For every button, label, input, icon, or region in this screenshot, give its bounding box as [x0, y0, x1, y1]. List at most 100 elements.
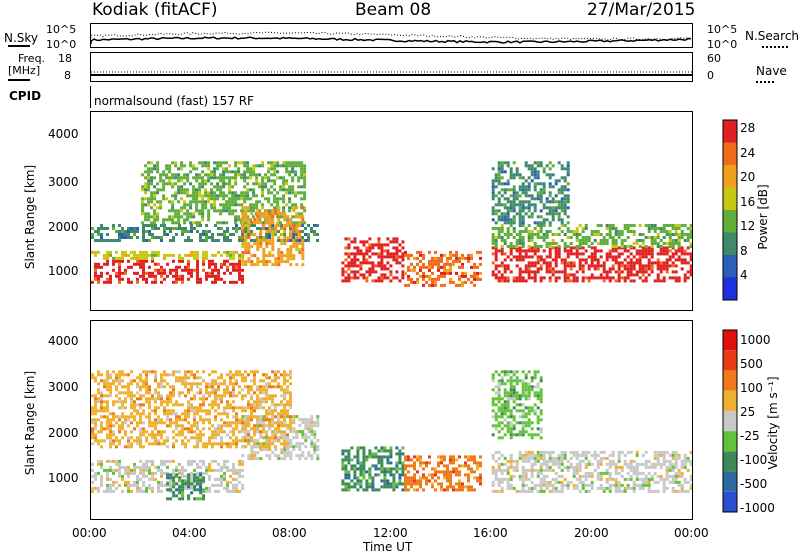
heatmap-cell — [91, 436, 94, 440]
heatmap-cell — [256, 245, 260, 249]
heatmap-cell — [509, 200, 513, 204]
heatmap-cell — [587, 236, 591, 239]
heatmap-cell — [282, 200, 286, 204]
heatmap-cell — [539, 409, 543, 413]
heatmap-cell — [617, 264, 621, 268]
heatmap-cell — [539, 376, 543, 380]
heatmap-cell — [467, 253, 470, 257]
heatmap-cell — [265, 260, 269, 264]
heatmap-cell — [536, 468, 540, 472]
heatmap-cell — [141, 206, 145, 210]
heatmap-cell — [156, 212, 160, 216]
heatmap-cell — [142, 394, 145, 398]
heatmap-cell — [647, 465, 651, 469]
heatmap-cell — [225, 176, 229, 180]
heatmap-cell — [163, 373, 166, 377]
heatmap-cell — [506, 370, 510, 374]
heatmap-cell — [413, 461, 416, 465]
heatmap-cell — [440, 259, 443, 263]
heatmap-cell — [151, 471, 154, 475]
heatmap-cell — [467, 479, 470, 483]
heatmap-cell — [677, 245, 681, 248]
heatmap-cell — [106, 471, 109, 475]
heatmap-cell — [136, 376, 139, 380]
nsky-legend-line — [8, 45, 30, 47]
heatmap-cell — [145, 373, 148, 377]
heatmap-cell — [527, 468, 531, 472]
heatmap-cell — [671, 227, 675, 230]
heatmap-cell — [521, 477, 525, 481]
heatmap-cell — [659, 462, 663, 466]
heatmap-cell — [175, 400, 178, 404]
heatmap-cell — [689, 258, 693, 262]
heatmap-cell — [512, 459, 516, 463]
heatmap-cell — [162, 218, 166, 222]
heatmap-cell — [184, 382, 187, 386]
heatmap-cell — [557, 474, 561, 478]
heatmap-cell — [455, 256, 458, 260]
heatmap-cell — [301, 418, 305, 422]
heatmap-cell — [377, 237, 381, 241]
heatmap-cell — [211, 268, 214, 272]
heatmap-cell — [268, 227, 272, 231]
heatmap-cell — [310, 415, 314, 419]
heatmap-cell — [344, 488, 348, 492]
heatmap-cell — [151, 477, 154, 481]
heatmap-cell — [440, 253, 443, 257]
heatmap-cell — [344, 485, 348, 489]
heatmap-cell — [109, 394, 112, 398]
heatmap-cell — [247, 227, 251, 231]
heatmap-cell — [668, 465, 672, 469]
heatmap-cell — [524, 430, 528, 434]
heatmap-cell — [220, 253, 223, 257]
heatmap-cell — [147, 200, 151, 204]
heatmap-cell — [509, 270, 513, 274]
heatmap-cell — [256, 242, 260, 246]
heatmap-cell — [512, 400, 516, 404]
heatmap-cell — [566, 264, 570, 268]
heatmap-cell — [584, 474, 588, 478]
heatmap-cell — [109, 436, 112, 440]
heatmap-cell — [118, 397, 121, 401]
heatmap-cell — [644, 480, 648, 484]
heatmap-cell — [193, 424, 196, 428]
heatmap-cell — [226, 265, 229, 269]
heatmap-cell — [395, 249, 399, 253]
heatmap-cell — [193, 268, 196, 272]
heatmap-cell — [566, 276, 570, 280]
heatmap-cell — [304, 424, 308, 428]
heatmap-cell — [590, 471, 594, 475]
heatmap-cell — [196, 385, 199, 389]
heatmap-cell — [187, 400, 190, 404]
heatmap-cell — [422, 262, 425, 266]
heatmap-cell — [154, 439, 157, 443]
heatmap-cell — [184, 474, 187, 478]
heatmap-cell — [154, 397, 157, 401]
heatmap-cell — [156, 218, 160, 222]
heatmap-cell — [183, 203, 187, 207]
heatmap-cell — [300, 164, 304, 168]
heatmap-cell — [166, 262, 169, 266]
heatmap-cell — [226, 230, 229, 233]
heatmap-cell — [226, 268, 229, 272]
heatmap-cell — [473, 271, 476, 275]
heatmap-cell — [380, 449, 384, 453]
heatmap-cell — [130, 430, 133, 434]
heatmap-cell — [518, 403, 522, 407]
heatmap-cell — [193, 418, 196, 422]
heatmap-cell — [407, 274, 410, 278]
heatmap-cell — [497, 465, 501, 469]
heatmap-cell — [162, 188, 166, 192]
heatmap-cell — [100, 397, 103, 401]
freq-tick-top: 18 — [58, 52, 72, 65]
heatmap-cell — [494, 459, 498, 463]
heatmap-cell — [232, 462, 235, 466]
heatmap-cell — [371, 267, 375, 271]
heatmap-cell — [174, 194, 178, 198]
heatmap-cell — [350, 446, 354, 450]
heatmap-cell — [177, 191, 181, 195]
heatmap-cell — [566, 167, 570, 171]
heatmap-cell — [644, 279, 648, 283]
nsky-trace — [90, 31, 692, 44]
heatmap-cell — [277, 418, 281, 422]
